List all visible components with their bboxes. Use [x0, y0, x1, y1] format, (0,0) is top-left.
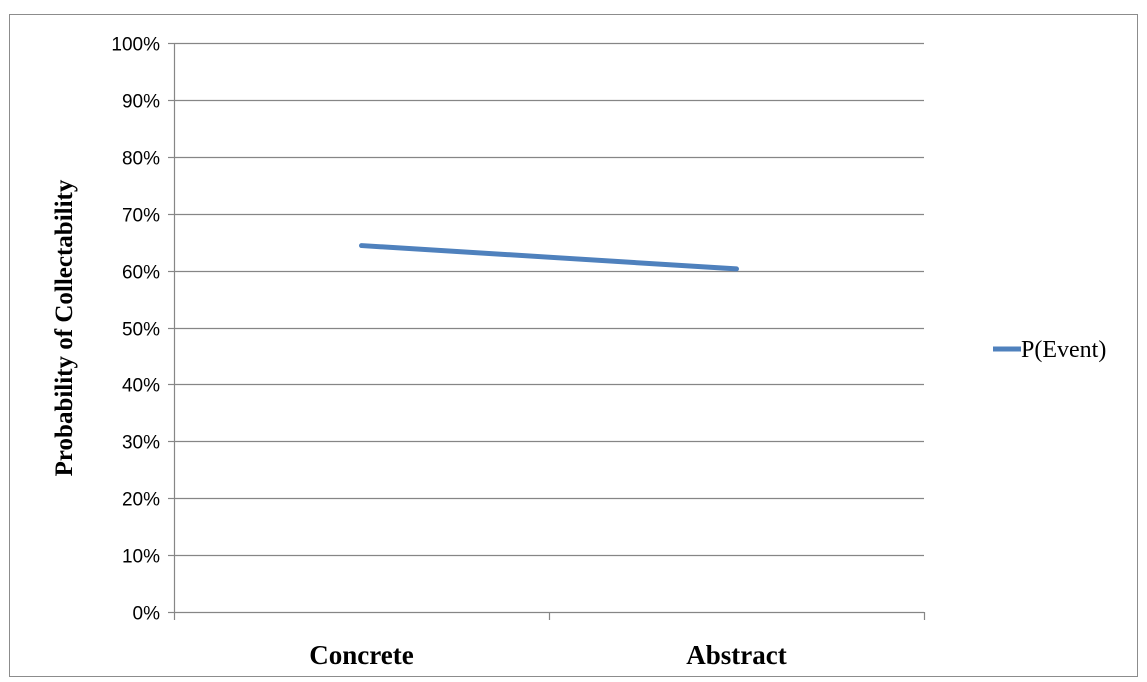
x-category-labels: Concrete Abstract — [309, 640, 786, 670]
x-category-label: Concrete — [309, 640, 413, 670]
y-tick-label: 10% — [122, 547, 160, 568]
y-tick-label: 80% — [122, 149, 160, 170]
y-axis-label: Probability of Collectability — [51, 179, 78, 476]
series-line — [359, 243, 739, 272]
axes — [168, 42, 926, 620]
y-tick-label: 20% — [122, 490, 160, 511]
y-tick-label: 30% — [122, 433, 160, 454]
y-tick-label: 100% — [111, 35, 160, 56]
chart-border — [9, 14, 1138, 677]
y-tick-label: 50% — [122, 320, 160, 341]
gridlines — [174, 42, 924, 557]
y-tick-label: 90% — [122, 92, 160, 113]
legend-label: P(Event) — [1021, 337, 1106, 363]
y-tick-label: 60% — [122, 263, 160, 284]
y-tick-label: 0% — [133, 604, 161, 625]
x-category-label: Abstract — [686, 640, 786, 670]
y-tick-labels: 0% 10% 20% 30% 40% 50% 60% 70% 80% 90% 100% — [111, 35, 160, 625]
series-lines — [359, 243, 739, 272]
y-tick-label: 40% — [122, 376, 160, 397]
legend: P(Event) — [993, 337, 1106, 363]
y-tick-label: 70% — [122, 206, 160, 227]
